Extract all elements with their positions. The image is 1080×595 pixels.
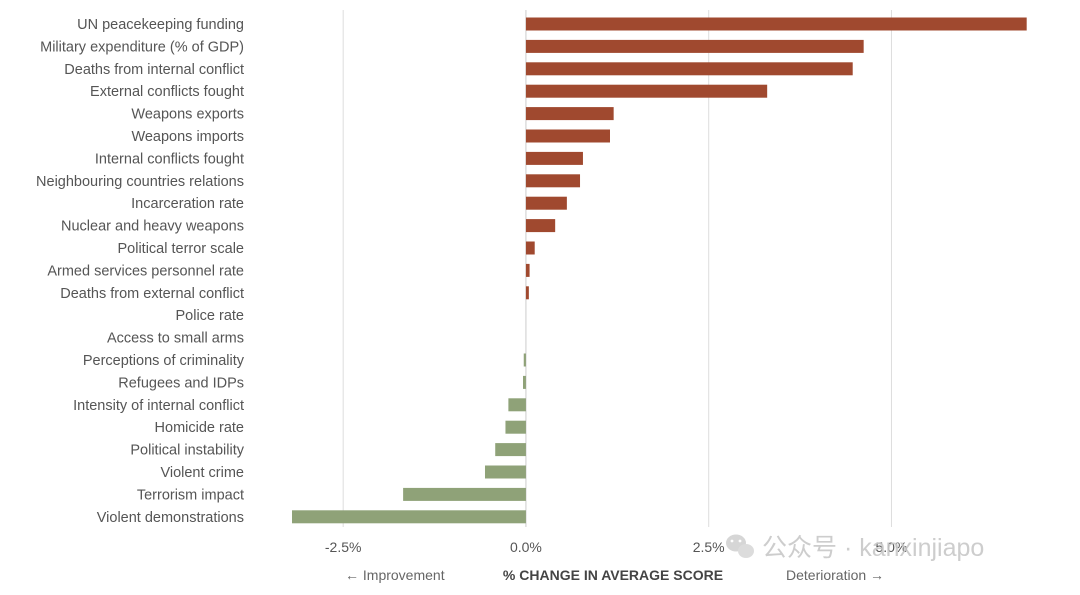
bar-internal-conflicts-fought bbox=[525, 151, 583, 165]
category-label-homicide-rate: Homicide rate bbox=[155, 420, 244, 436]
category-label-un-peacekeeping-funding: UN peacekeeping funding bbox=[77, 17, 244, 33]
bar-violent-demonstrations bbox=[292, 510, 526, 524]
x-tick-label: 5.0% bbox=[875, 539, 907, 555]
bars bbox=[292, 17, 1027, 524]
category-label-armed-services-personnel-rate: Armed services personnel rate bbox=[47, 263, 244, 279]
category-label-incarceration-rate: Incarceration rate bbox=[131, 196, 244, 212]
improvement-direction-label: ← Improvement bbox=[345, 567, 445, 583]
category-label-perceptions-of-criminality: Perceptions of criminality bbox=[83, 353, 245, 369]
bar-weapons-imports bbox=[525, 129, 610, 143]
bar-neighbouring-countries-relations bbox=[525, 174, 581, 188]
x-tick-label: 2.5% bbox=[693, 539, 725, 555]
category-label-terrorism-impact: Terrorism impact bbox=[137, 487, 244, 503]
category-label-neighbouring-countries-relations: Neighbouring countries relations bbox=[36, 174, 244, 190]
category-label-deaths-from-internal-conflict: Deaths from internal conflict bbox=[64, 62, 244, 78]
watermark: 公众号 · kanxinjiapo bbox=[726, 534, 984, 562]
bar-nuclear-and-heavy-weapons bbox=[525, 219, 556, 233]
bar-un-peacekeeping-funding bbox=[525, 17, 1027, 31]
bar-deaths-from-external-conflict bbox=[525, 286, 529, 300]
bar-homicide-rate bbox=[505, 420, 526, 434]
category-label-military-expenditure-of-gdp: Military expenditure (% of GDP) bbox=[40, 39, 244, 55]
bar-intensity-of-internal-conflict bbox=[508, 398, 526, 412]
bar-weapons-exports bbox=[525, 107, 614, 121]
watermark-text: 公众号 · kanxinjiapo bbox=[762, 534, 984, 562]
category-labels: UN peacekeeping funding Military expendit… bbox=[36, 17, 245, 526]
category-label-political-instability: Political instability bbox=[130, 443, 244, 459]
x-tick-label: 0.0% bbox=[510, 539, 542, 555]
bar-violent-crime bbox=[484, 465, 526, 479]
x-tick-labels: -2.5% 0.0% 2.5% 5.0% bbox=[325, 539, 908, 555]
bar-terrorism-impact bbox=[403, 487, 526, 501]
bar-military-expenditure-of-gdp bbox=[525, 39, 864, 53]
category-label-internal-conflicts-fought: Internal conflicts fought bbox=[95, 151, 244, 167]
category-label-deaths-from-external-conflict: Deaths from external conflict bbox=[60, 286, 244, 302]
bar-armed-services-personnel-rate bbox=[525, 263, 530, 277]
wechat-icon bbox=[726, 534, 754, 558]
bar-perceptions-of-criminality bbox=[523, 353, 526, 367]
category-label-intensity-of-internal-conflict: Intensity of internal conflict bbox=[73, 398, 244, 414]
category-label-nuclear-and-heavy-weapons: Nuclear and heavy weapons bbox=[61, 219, 244, 235]
bar-refugees-and-idps bbox=[523, 375, 526, 389]
bar-incarceration-rate bbox=[525, 196, 567, 210]
category-label-violent-demonstrations: Violent demonstrations bbox=[97, 510, 244, 526]
category-label-weapons-exports: Weapons exports bbox=[131, 107, 244, 123]
category-label-political-terror-scale: Political terror scale bbox=[117, 241, 244, 257]
category-label-external-conflicts-fought: External conflicts fought bbox=[90, 84, 244, 100]
category-label-weapons-imports: Weapons imports bbox=[131, 129, 244, 145]
category-label-violent-crime: Violent crime bbox=[160, 465, 244, 481]
category-label-police-rate: Police rate bbox=[175, 308, 244, 324]
bar-deaths-from-internal-conflict bbox=[525, 62, 853, 76]
category-label-access-to-small-arms: Access to small arms bbox=[107, 331, 244, 347]
x-axis-title: % CHANGE IN AVERAGE SCORE bbox=[503, 567, 723, 583]
category-label-refugees-and-idps: Refugees and IDPs bbox=[118, 375, 244, 391]
bar-political-instability bbox=[495, 443, 526, 457]
deterioration-direction-label: Deterioration → bbox=[786, 567, 884, 583]
bar-political-terror-scale bbox=[525, 241, 535, 255]
bar-external-conflicts-fought bbox=[525, 84, 768, 98]
x-tick-label: -2.5% bbox=[325, 539, 362, 555]
